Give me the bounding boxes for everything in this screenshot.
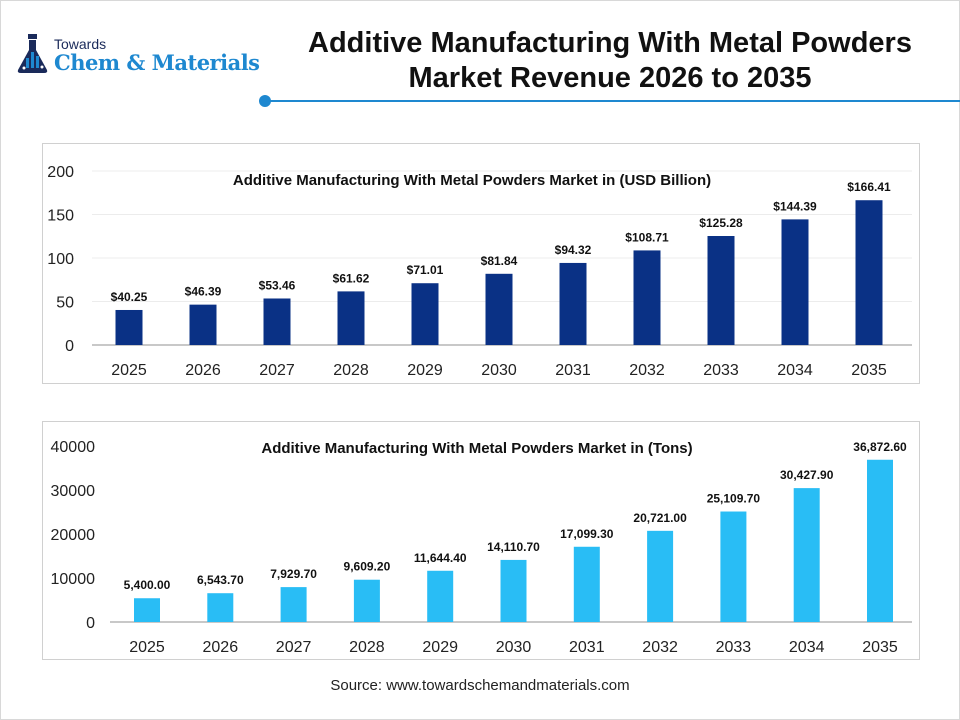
title-line-1: Additive Manufacturing With Metal Powder…	[308, 27, 912, 59]
bar	[115, 309, 143, 345]
bar	[280, 587, 307, 622]
bar	[485, 273, 513, 345]
data-label: 17,099.30	[560, 527, 614, 541]
y-tick-label: 100	[47, 251, 74, 268]
bar	[867, 459, 893, 622]
data-label: 9,609.20	[344, 560, 391, 574]
x-tick-label: 2026	[185, 362, 221, 379]
data-label: $40.25	[111, 290, 148, 304]
x-tick-label: 2030	[481, 362, 517, 379]
bar	[781, 219, 809, 345]
x-tick-label: 2027	[259, 362, 295, 379]
logo: Towards Chem & Materials	[16, 34, 260, 79]
bar	[189, 304, 217, 345]
bar	[500, 559, 527, 622]
chart-usd-box	[42, 143, 920, 384]
y-tick-label: 200	[47, 164, 74, 181]
data-label: 14,110.70	[487, 540, 540, 554]
bar	[353, 579, 380, 622]
bar	[134, 598, 160, 622]
bar	[707, 236, 735, 345]
x-tick-label: 2034	[789, 639, 825, 656]
x-tick-label: 2027	[276, 639, 312, 656]
data-label: 25,109.70	[707, 492, 761, 506]
x-tick-label: 2032	[642, 639, 678, 656]
y-tick-label: 30000	[51, 483, 96, 500]
bar	[427, 570, 454, 622]
y-tick-label: 20000	[51, 527, 96, 544]
data-label: $71.01	[407, 263, 444, 277]
x-tick-label: 2030	[496, 639, 532, 656]
flask-icon	[17, 34, 48, 73]
logo-main-text: Chem & Materials	[54, 50, 260, 75]
x-tick-label: 2031	[555, 362, 591, 379]
x-tick-label: 2034	[777, 362, 813, 379]
title-rule	[266, 100, 960, 102]
y-tick-label: 0	[65, 338, 74, 355]
bar	[263, 298, 291, 345]
bar	[337, 291, 365, 345]
bar	[559, 262, 587, 345]
data-label: 20,721.00	[633, 511, 687, 525]
bar	[411, 283, 439, 345]
x-tick-label: 2035	[851, 362, 887, 379]
logo-top-text: Towards	[54, 36, 107, 52]
source-text: Source: www.towardschemandmaterials.com	[330, 677, 630, 694]
data-label: $108.71	[625, 230, 669, 244]
x-tick-label: 2025	[111, 362, 147, 379]
bar	[720, 511, 747, 622]
y-tick-label: 10000	[51, 571, 96, 588]
y-tick-label: 50	[56, 295, 74, 312]
y-tick-label: 40000	[51, 439, 96, 456]
bar	[207, 593, 234, 622]
data-label: 30,427.90	[780, 468, 834, 482]
bar	[573, 546, 600, 622]
x-tick-label: 2026	[203, 639, 239, 656]
data-label: 6,543.70	[197, 573, 244, 587]
data-label: $61.62	[333, 271, 370, 285]
x-tick-label: 2029	[407, 362, 443, 379]
data-label: 36,872.60	[853, 440, 907, 454]
data-label: 5,400.00	[124, 578, 171, 592]
page-title: Additive Manufacturing With Metal Powder…	[270, 26, 950, 96]
bar	[793, 488, 820, 622]
data-label: $46.39	[185, 285, 222, 299]
chart-title: Additive Manufacturing With Metal Powder…	[261, 440, 692, 457]
x-tick-label: 2032	[629, 362, 665, 379]
data-label: $144.39	[773, 199, 817, 213]
title-line-2: Market Revenue 2026 to 2035	[408, 62, 812, 94]
title-rule-dot	[259, 95, 271, 107]
bar	[855, 200, 883, 345]
x-tick-label: 2033	[703, 362, 739, 379]
data-label: $94.32	[555, 243, 592, 257]
x-tick-label: 2033	[716, 639, 752, 656]
y-tick-label: 150	[47, 208, 74, 225]
x-tick-label: 2031	[569, 639, 605, 656]
x-tick-label: 2028	[349, 639, 385, 656]
data-label: 11,644.40	[414, 551, 467, 565]
chart-tons-box	[42, 421, 920, 660]
bar	[633, 250, 661, 345]
data-label: 7,929.70	[270, 567, 317, 581]
data-label: $53.46	[259, 278, 296, 292]
x-tick-label: 2028	[333, 362, 369, 379]
x-tick-label: 2025	[129, 639, 165, 656]
y-tick-label: 0	[86, 615, 95, 632]
bar	[647, 530, 674, 622]
data-label: $166.41	[847, 180, 891, 194]
x-tick-label: 2035	[862, 639, 898, 656]
data-label: $81.84	[481, 254, 518, 268]
chart-title: Additive Manufacturing With Metal Powder…	[233, 172, 711, 189]
x-tick-label: 2029	[422, 639, 458, 656]
data-label: $125.28	[699, 216, 743, 230]
